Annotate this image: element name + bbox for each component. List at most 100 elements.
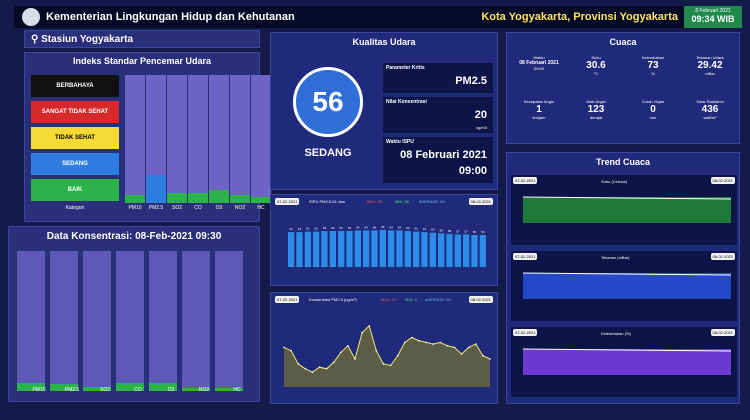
pmconc-line-chart [283,324,491,387]
pm24-bar [304,231,311,267]
pmconc-point [283,346,285,349]
pmconc-point [368,325,370,327]
pm24-value-label: 64 [356,225,360,229]
pm24-min: MIN: 56 [395,199,410,204]
trend-from-date[interactable]: 07-02-2021 [513,329,538,336]
concentration-column-5 [182,251,210,391]
trend-area-fill [523,349,731,375]
trend-to-date[interactable]: 08-02-2021 [710,329,735,336]
weather-item-value: 29.42 [697,60,723,71]
trend-chart-label: Kelembaban (%) [601,331,631,336]
weather-item-value: 08 Februari 2021 [519,60,559,66]
pmconc-point [482,354,484,357]
concentration-param-label: CO [134,387,142,393]
top-bar: Kementerian Lingkungan Hidup dan Kehutan… [14,6,742,28]
concentration-param-label: O3 [167,387,175,393]
ministry-logo-icon [22,8,40,26]
weather-item-label: Kecepatan Angin [523,99,555,104]
pm24-bar [388,230,395,267]
pmconc-point [411,336,413,339]
trend-from-date[interactable]: 07-02-2021 [513,253,538,260]
concentration-title: Data Konsentrasi: 08-Feb-2021 09:30 [46,231,222,242]
trend-chart-label: Tekanan (mBar) [601,255,630,260]
trend-line [522,348,732,352]
pm24-value-label: 62 [306,227,310,231]
pmconc-min: MIN: 9 [405,297,417,302]
pm24-value-label: 58 [448,229,452,233]
ispu-time-date: 08 Februari 2021 [400,149,487,161]
station-selector[interactable]: ⚲ Stasiun Yogyakarta [24,30,260,48]
city-title: Kota Yogyakarta, Provinsi Yogyakarta [481,11,678,23]
ispu-level-bar [125,195,145,203]
pm24-value-label: 63 [331,226,335,230]
pmconc-point [354,358,356,360]
weather-item-value: 436 [701,104,719,115]
pm25-24h-panel: 07-02-2021 ISPU PM2.5 24 Jam MAX: 65 MIN… [270,194,498,286]
trend-from-date[interactable]: 07-02-2021 [513,177,538,184]
weather-item-7: Solar Radiation 436 watt/m² [684,99,736,120]
trend-to-date[interactable]: 08-02-2021 [710,177,735,184]
weather-item-5: Arah Angin 123 derajat [570,99,622,120]
ispu-level-bar [167,192,187,203]
weather-item-0: Waktu 08 Februari 2021 09:00 [513,55,565,71]
ispu-param-label: CO [194,205,202,211]
pmconc-from-date[interactable]: 07-02-2021 [275,296,300,303]
pm24-value-label: 64 [398,225,402,229]
pmconc-max: MAX: 37 [381,297,397,302]
weather-title: Cuaca [609,37,637,47]
pmconc-to-date[interactable]: 08-02-2021 [468,296,493,303]
concentration-column-3 [116,251,144,391]
pm24-bar [429,232,436,267]
pmconc-point [425,341,427,344]
concentration-level-bar [50,384,78,391]
ispu-category-3: SEDANG [31,153,119,175]
pmconc-point [446,345,449,347]
trend-to-date[interactable]: 08-02-2021 [710,253,735,260]
current-time: 09:34 WIB [691,14,735,24]
pmconc-point [453,346,456,349]
concentration-value-label: Nilai Konsentrasi [386,99,427,105]
pm24-bar [454,234,461,267]
weather-item-2: Kelembaban 73% [627,55,679,76]
pm24-to-date[interactable]: 08-02-2021 [468,198,493,205]
pm24-value-label: 63 [323,226,327,230]
pm24-from-date[interactable]: 07-02-2021 [275,198,300,205]
weather-item-label: Suhu [591,55,601,60]
concentration-column-4 [149,251,177,391]
ispu-level-bar [188,192,208,203]
concentration-param-label: NO2 [198,387,210,393]
pm24-bar [438,233,445,267]
kategori-label: Kategori [65,205,85,211]
pmconc-point [467,346,470,349]
pmconc-point [439,341,442,344]
air-quality-title: Kualitas Udara [352,37,416,47]
pm24-bar [346,231,353,267]
pm24-value-label: 56 [481,230,485,234]
pm24-value-label: 63 [406,226,410,230]
pm24-bar [404,231,411,267]
ispu-param-label: PM10 [128,205,142,211]
trend-area-chart [522,196,732,223]
concentration-column-0 [17,251,45,391]
trend-line [522,196,732,200]
trend-line [522,272,732,276]
weather-item-value: 0 [650,104,656,115]
concentration-value-box: Nilai Konsentrasi 20 ug/m3 [383,97,493,133]
trend-area-fill [523,273,731,299]
weather-item-value: 1 [536,104,542,115]
date-time-box: 8 Februari 2021 09:34 WIB [684,6,742,28]
pm24-bar [313,231,320,267]
trend-area-chart [522,348,732,375]
trend-area-chart [522,272,732,299]
pm24-bar [446,233,453,267]
concentration-level-bar [215,388,243,391]
pmconc-point [489,358,491,360]
pm24-bar [396,230,403,267]
ispu-column-6 [251,75,271,203]
trend-area-fill [523,197,731,223]
pm24-label: ISPU PM2.5 24 Jam [309,199,346,204]
ispu-time-box: Waktu ISPU 08 Februari 2021 09:00 [383,137,493,183]
weather-item-label: Kelembaban [641,55,665,60]
critical-param-value: PM2.5 [455,75,487,87]
weather-item-unit: watt/m² [703,115,717,120]
